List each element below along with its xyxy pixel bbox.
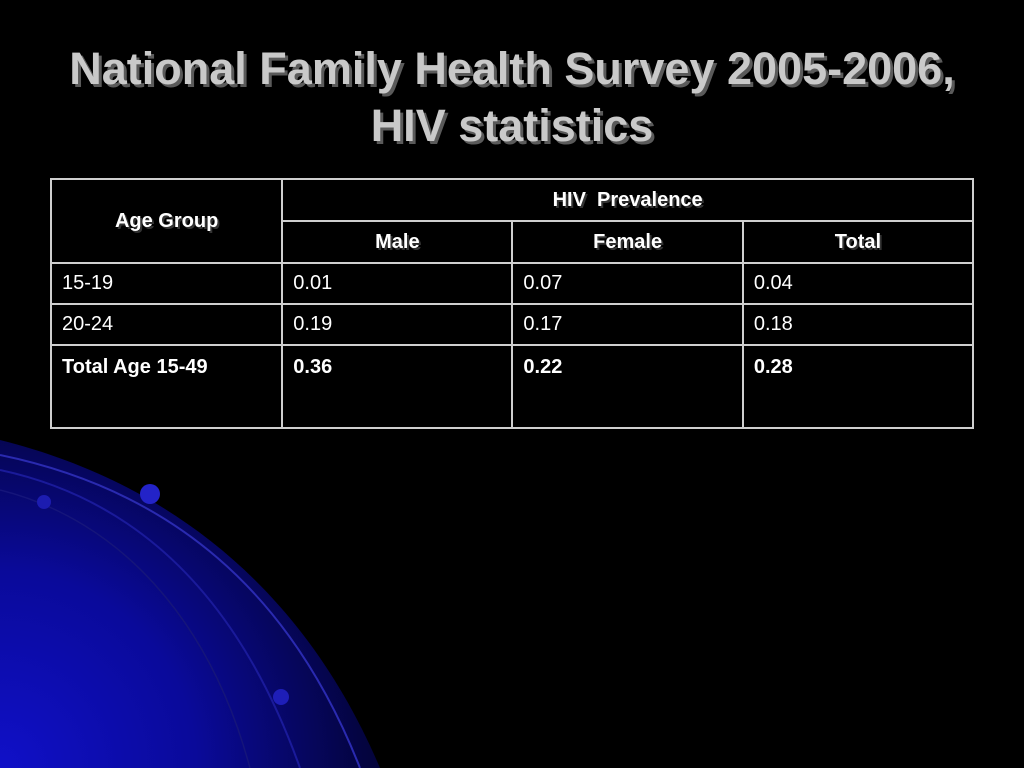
hiv-statistics-table: Age Group HIV Prevalence Male Female Tot… [49, 178, 975, 429]
table-subheader-row: Male Female Total [51, 220, 975, 264]
decor-dot-3 [273, 689, 289, 705]
cell-total: 0.18 [741, 303, 975, 346]
cell-total: 0.04 [741, 262, 975, 305]
cell-male: 0.19 [281, 303, 514, 346]
cell-female: 0.22 [511, 344, 744, 429]
cell-female: 0.17 [511, 303, 744, 346]
table-row: 15-19 0.01 0.07 0.04 [49, 262, 975, 305]
header-total: Total [741, 220, 975, 264]
header-hiv-prevalence: HIV Prevalence [281, 178, 974, 222]
slide-title: National Family Health Survey 2005-2006,… [69, 43, 955, 151]
cell-male: 0.36 [281, 344, 514, 429]
cell-age-group: 20-24 [49, 303, 284, 346]
header-female: Female [511, 220, 744, 264]
swoosh-arc-2 [0, 454, 361, 768]
table-row: 20-24 0.19 0.17 0.18 [49, 303, 975, 346]
swoosh-arc-1 [0, 469, 301, 768]
decor-dot-2 [37, 495, 51, 509]
cell-total: 0.28 [741, 344, 975, 429]
cell-female: 0.07 [511, 262, 744, 305]
swoosh-fill [0, 440, 380, 768]
table-row-total: Total Age 15-49 0.36 0.22 0.28 [49, 344, 975, 429]
cell-age-group: 15-19 [49, 262, 284, 305]
table-header-row: Age Group HIV Prevalence [49, 178, 974, 264]
header-age-group: Age Group [49, 178, 284, 264]
cell-age-group: Total Age 15-49 [49, 344, 284, 429]
header-male: Male [281, 220, 514, 264]
decor-dot-1 [140, 484, 160, 504]
cell-male: 0.01 [281, 262, 514, 305]
